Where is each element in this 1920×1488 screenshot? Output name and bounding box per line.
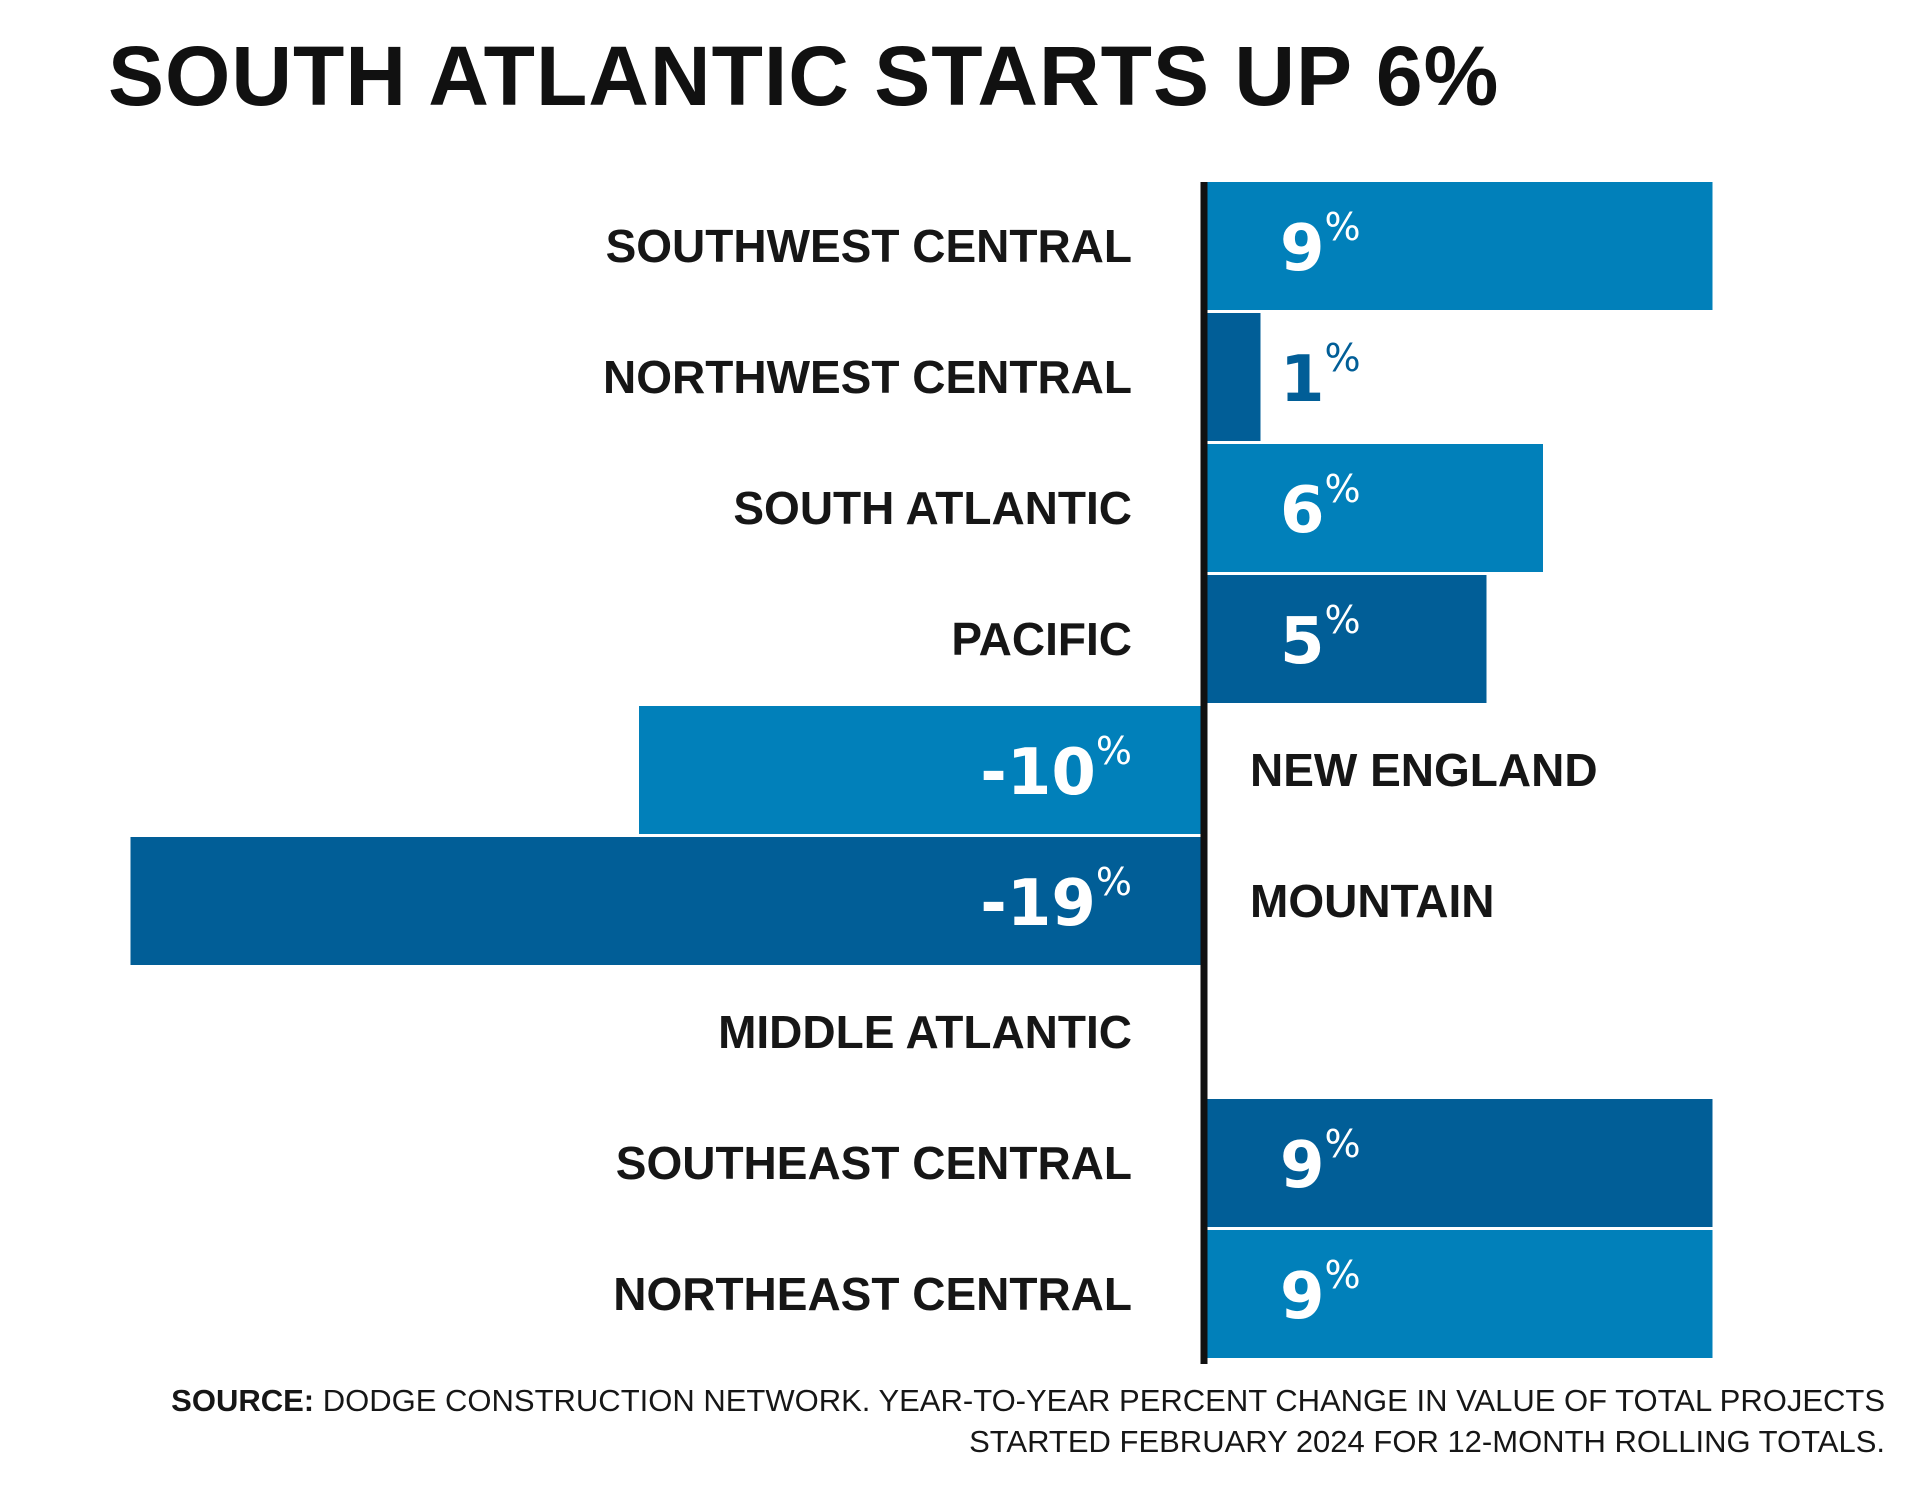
bar-new-england [639,706,1204,834]
bar-pacific [1204,575,1487,703]
category-label: NEW ENGLAND [1250,744,1598,796]
bar-southwest-central [1204,182,1713,310]
value-label: 5% [1280,598,1361,679]
bar-northeast-central [1204,1230,1713,1358]
bar-southeast-central [1204,1099,1713,1227]
value-label: -19% [980,860,1132,941]
chart-title: SOUTH ATLANTIC STARTS UP 6% [108,29,1500,123]
value-label: 9% [1280,205,1361,286]
bar-mountain [130,837,1204,965]
category-label: SOUTH ATLANTIC [733,482,1132,534]
category-label: SOUTHEAST CENTRAL [616,1137,1132,1189]
category-label: MOUNTAIN [1250,875,1494,927]
value-label: -10% [980,729,1132,810]
category-label: PACIFIC [951,613,1132,665]
category-label: SOUTHWEST CENTRAL [606,220,1132,272]
category-label: NORTHEAST CENTRAL [613,1268,1132,1320]
category-label: MIDDLE ATLANTIC [718,1006,1132,1058]
value-label: 1% [1280,336,1361,417]
value-label: 6% [1280,467,1361,548]
source-label: SOURCE: [171,1383,315,1418]
source-text: DODGE CONSTRUCTION NETWORK. YEAR-TO-YEAR… [314,1383,1885,1459]
value-label: 9% [1280,1253,1361,1334]
bar-northwest-central [1204,313,1261,441]
source-note: SOURCE: DODGE CONSTRUCTION NETWORK. YEAR… [85,1380,1885,1462]
bar-south-atlantic [1204,444,1543,572]
value-label: 9% [1280,1122,1361,1203]
category-label: NORTHWEST CENTRAL [603,351,1132,403]
